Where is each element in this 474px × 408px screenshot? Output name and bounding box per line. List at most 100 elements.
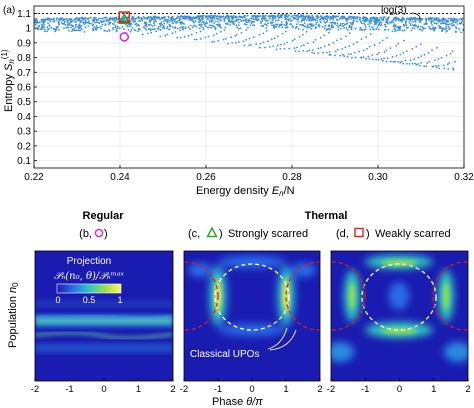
eigenstate-point [167,16,170,19]
eigenstate-point [250,17,252,20]
eigenstate-point [322,18,324,21]
eigenstate-point [281,26,284,29]
eigenstate-point [276,35,279,38]
eigenstate-point [65,17,68,20]
eigenstate-point [350,28,353,31]
eigenstate-point [213,34,215,37]
eigenstate-point [199,16,202,18]
eigenstate-point [286,16,289,18]
eigenstate-point [99,20,102,23]
upo-arrow-1 [267,327,288,350]
eigenstate-point [93,26,95,28]
eigenstate-point [171,26,174,28]
eigenstate-point [433,22,436,25]
eigenstate-point [415,63,418,66]
eigenstate-point [331,21,334,24]
eigenstate-point [437,58,440,60]
eigenstate-point [382,16,385,19]
eigenstate-point [233,23,236,25]
eigenstate-point [35,21,38,24]
eigenstate-point [383,24,386,26]
eigenstate-point [443,28,446,31]
eigenstate-point [106,30,108,33]
eigenstate-point [461,19,464,22]
eigenstate-point [57,26,59,29]
eigenstate-point [213,16,216,19]
eigenstate-point [168,23,171,26]
eigenstate-point [149,29,152,32]
eigenstate-point [317,52,320,54]
eigenstate-point [92,27,94,30]
eigenstate-point [312,41,315,43]
eigenstate-point [421,18,424,21]
eigenstate-point [164,34,167,37]
eigenstate-point [269,14,271,17]
eigenstate-point [151,28,153,30]
eigenstate-point [59,17,62,19]
eigenstate-point [366,18,369,21]
eigenstate-point [407,26,409,29]
eigenstate-point [255,19,258,22]
eigenstate-point [153,28,156,30]
eigenstate-point [304,15,307,18]
eigenstate-point [329,21,332,24]
eigenstate-point [242,19,245,22]
panel-a-x-ticks: 0.22 0.24 0.26 0.28 0.30 0.32 [24,165,474,183]
eigenstate-point [75,17,78,19]
eigenstate-point [190,33,193,36]
eigenstate-point [393,28,396,31]
eigenstate-point [113,21,116,23]
eigenstate-point [456,19,459,22]
eigenstate-point [411,27,414,29]
eigenstate-point [353,19,355,22]
eigenstate-point [365,18,367,20]
eigenstate-point [204,36,207,39]
eigenstate-point [53,20,55,23]
eigenstate-point [229,20,232,23]
eigenstate-point [208,24,211,27]
eigenstate-point [248,44,251,47]
eigenstate-point [108,30,111,32]
eigenstate-point [78,27,80,30]
eigenstate-point [265,30,268,32]
eigenstate-point [405,20,407,22]
eigenstate-point [210,26,213,29]
eigenstate-point [217,16,220,18]
eigenstate-point [224,16,227,18]
panel-d-tag: (d, [336,228,349,240]
eigenstate-point [376,21,379,23]
eigenstate-point [380,58,383,60]
eigenstate-point [315,23,318,25]
eigenstate-point [34,21,36,23]
eigenstate-point [265,23,267,26]
eigenstate-point [210,18,213,20]
eigenstate-point [248,37,251,40]
eigenstate-point [422,28,425,30]
eigenstate-point [219,19,222,21]
eigenstate-point [283,23,285,26]
eigenstate-point [395,17,397,20]
eigenstate-point [207,35,210,38]
eigenstate-point [411,24,414,26]
eigenstate-point [328,16,331,19]
eigenstate-point [452,19,455,22]
eigenstate-point [145,25,148,28]
y-tick-label: 1.1 [17,9,31,20]
eigenstate-point [64,23,67,26]
eigenstate-point [155,20,158,23]
eigenstate-point [326,17,329,19]
eigenstate-point [255,43,258,46]
eigenstate-point [423,65,426,68]
eigenstate-point [363,22,365,25]
eigenstate-point [194,20,197,23]
eigenstate-point [293,38,296,40]
eigenstate-point [41,24,44,27]
eigenstate-point [350,16,353,18]
eigenstate-point [50,18,53,21]
eigenstate-point [273,17,275,20]
eigenstate-point [49,20,52,23]
eigenstate-point [341,48,344,50]
eigenstate-point [50,26,53,29]
phase-tick-label: -1 [214,384,222,395]
